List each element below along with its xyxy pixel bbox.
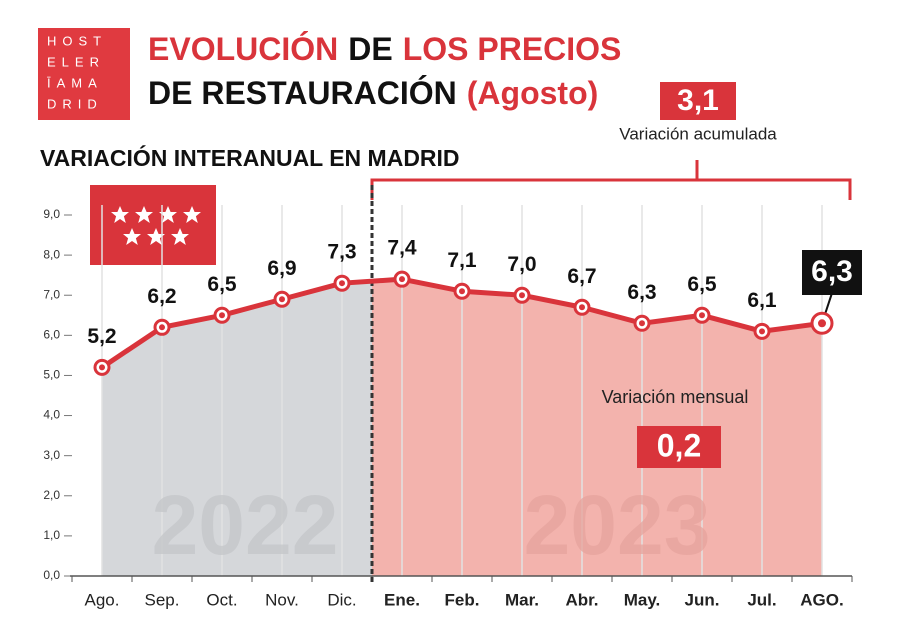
x-tick-label: Jun. [685,590,720,609]
period-label: 2023 [524,478,711,572]
y-tick-label: 1,0 [43,528,60,542]
x-tick-label: Feb. [445,590,480,609]
area-2023 [372,279,822,576]
monthly-value: 0,2 [657,427,701,463]
flag [90,185,216,265]
x-tick-label: Abr. [565,590,598,609]
marker-dot [339,280,345,287]
value-label: 6,3 [811,255,853,288]
x-tick-label: Nov. [265,590,299,609]
area-2022 [102,281,372,576]
cumulative-label: Variación acumulada [619,124,777,143]
marker-dot [279,296,285,303]
logo: HOST ELER ĪAMA DRID [47,33,107,111]
x-tick-label: Dic. [327,590,356,609]
x-tick-label: Ago. [85,590,120,609]
value-label: 6,2 [147,285,176,308]
marker-dot [99,364,105,371]
title-part: (Agosto) [467,75,599,111]
marker-dot [818,319,826,328]
title-line: EVOLUCIÓN DE LOS PRECIOS [148,31,621,67]
y-tick-label: 8,0 [43,247,60,261]
logo-box [38,28,130,120]
y-tick-label: 6,0 [43,328,60,342]
x-tick-label: Sep. [145,590,180,609]
x-tick-label: AGO. [800,590,843,609]
title-part: DE RESTAURACIÓN [148,75,457,111]
subtitle: VARIACIÓN INTERANUAL EN MADRID [40,144,460,171]
y-tick-label: 2,0 [43,488,60,502]
logo-text: ELER [47,54,105,69]
value-label: 7,3 [327,241,356,264]
marker-dot [219,312,225,319]
x-tick-label: May. [624,590,661,609]
y-tick-label: 9,0 [43,207,60,221]
value-label: 7,1 [447,249,477,272]
monthly-label: Variación mensual [602,387,749,407]
value-label: 5,2 [87,325,116,348]
value-label: 6,7 [567,265,596,288]
logo-text: HOST [47,33,107,48]
value-label: 6,3 [627,281,656,304]
highlight-box [802,250,862,295]
value-label: 6,9 [267,257,296,280]
value-label: 6,5 [207,273,237,296]
x-tick-label: Ene. [384,590,420,609]
marker-dot [759,328,765,335]
y-tick-label: 4,0 [43,408,60,422]
logo-text: ĪAMA [47,75,103,90]
x-tick-label: Mar. [505,590,539,609]
marker-dot [159,324,165,331]
monthly-box [637,426,721,468]
marker-dot [579,304,585,311]
y-tick-label: 3,0 [43,448,60,462]
period-label: 2022 [152,478,339,572]
title-part: LOS PRECIOS [403,31,622,67]
marker-dot [699,312,705,319]
value-label: 7,0 [507,253,536,276]
value-label: 6,1 [747,289,777,312]
y-tick-label: 7,0 [43,287,60,301]
y-tick-label: 5,0 [43,368,60,382]
x-tick-label: Jul. [747,590,776,609]
marker-dot [459,288,465,295]
cumulative-box [660,82,736,120]
cumulative-value: 3,1 [677,84,719,117]
value-label: 7,4 [387,237,417,260]
title-part: DE [348,31,392,67]
logo-text: DRID [47,96,103,111]
marker-dot [519,292,525,299]
y-tick-label: 0,0 [43,568,60,582]
marker-dot [639,320,645,327]
marker-dot [399,276,405,283]
title-part: EVOLUCIÓN [148,31,338,67]
value-label: 6,5 [687,273,717,296]
x-tick-label: Oct. [206,590,237,609]
title-line: DE RESTAURACIÓN (Agosto) [148,75,598,111]
